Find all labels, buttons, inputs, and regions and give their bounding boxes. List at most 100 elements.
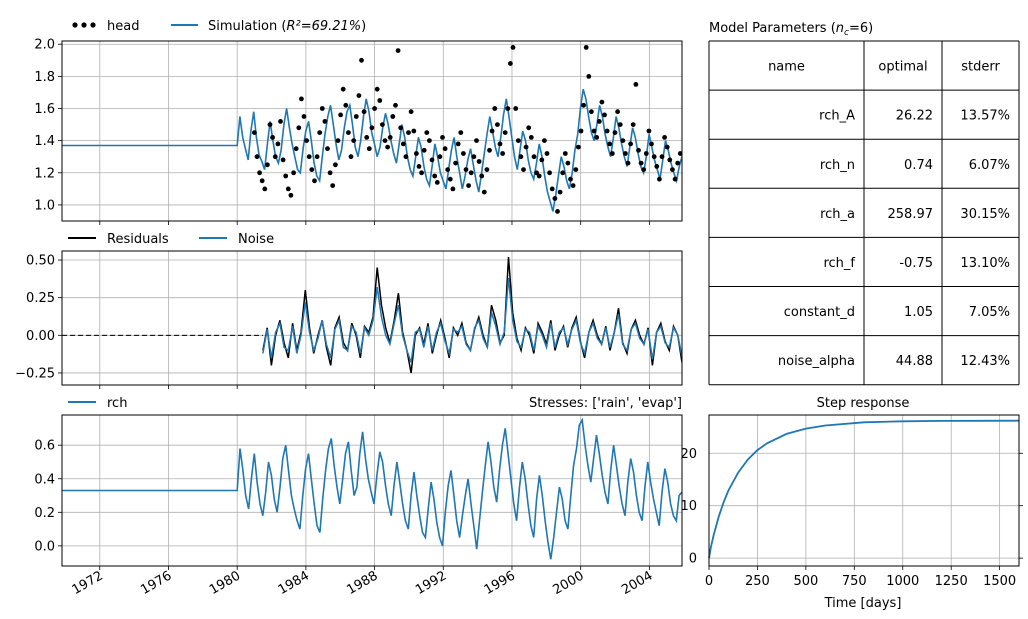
- head-observation-point: [562, 151, 568, 156]
- head-observation-point: [570, 183, 576, 189]
- head-observation-point: [510, 45, 516, 50]
- head-observation-point: [447, 176, 453, 182]
- step-x-tick-label: 0: [705, 574, 713, 589]
- head-observation-point: [489, 128, 495, 134]
- head-legend: head Simulation (R²=69.21%): [72, 19, 366, 34]
- table-cell: 1.05: [904, 305, 933, 320]
- head-observation-point: [528, 135, 534, 140]
- step-y-tick-label: 10: [680, 499, 697, 514]
- head-observation-point: [607, 141, 613, 147]
- head-observation-point: [278, 119, 283, 124]
- table-cell: -0.75: [899, 256, 933, 271]
- table-cell: noise_alpha: [778, 354, 855, 369]
- head-observation-point: [599, 99, 605, 105]
- table-cell: constant_d: [784, 305, 855, 320]
- head-observation-point: [474, 138, 479, 144]
- head-observation-point: [408, 109, 414, 115]
- head-observation-point: [495, 122, 500, 127]
- y-tick-label: −0.25: [15, 366, 55, 381]
- head-observation-point: [312, 178, 317, 184]
- x-tick-label: 2004: [619, 568, 655, 598]
- table-cell: 7.05%: [969, 305, 1010, 320]
- step-response-line: [708, 419, 1020, 559]
- table-cell: 44.88: [896, 354, 933, 369]
- step-y-tick-label: 20: [680, 447, 697, 462]
- x-tick-label: 2000: [551, 568, 587, 598]
- head-observation-point: [296, 125, 302, 131]
- y-tick-label: 1.6: [34, 102, 55, 117]
- head-observation-point: [340, 86, 346, 92]
- step-x-tick-label: 1500: [983, 574, 1016, 589]
- head-observation-point: [568, 176, 573, 182]
- head-observation-point: [359, 57, 364, 63]
- head-observation-point: [275, 141, 281, 147]
- table-cell: 258.97: [888, 207, 934, 222]
- table-cell: 26.22: [896, 109, 933, 124]
- head-observation-point: [387, 135, 393, 140]
- step-x-tick-label: 1250: [935, 574, 968, 589]
- head-observation-point: [327, 170, 333, 176]
- x-tick-label: 1992: [413, 568, 449, 598]
- table-cell: rch_f: [823, 256, 855, 271]
- residuals-ticks: −0.25 0.00 0.25 0.50: [15, 254, 650, 389]
- head-observation-point: [257, 170, 262, 176]
- head-observation-point: [578, 128, 584, 134]
- head-observation-point: [252, 130, 257, 136]
- head-observation-point: [646, 128, 652, 134]
- table-cell: 0.74: [904, 158, 933, 173]
- head-observation-point: [403, 154, 409, 160]
- y-tick-label: 0.2: [34, 506, 55, 521]
- head-observation-point: [353, 114, 359, 119]
- head-observation-point: [440, 135, 445, 140]
- legend-head-label: head: [107, 19, 139, 34]
- legend-noise-label: Noise: [238, 232, 274, 247]
- table-cell: 12.43%: [960, 354, 1010, 369]
- step-y-tick-label: 0: [689, 552, 697, 567]
- head-observation-point: [667, 157, 673, 163]
- head-observation-point: [638, 160, 644, 166]
- y-tick-label: 0.25: [26, 291, 55, 306]
- head-observation-point: [416, 164, 422, 169]
- head-observation-point: [586, 74, 592, 79]
- head-observation-point: [479, 173, 485, 179]
- head-observation-point: [432, 173, 438, 179]
- head-observation-point: [576, 144, 581, 150]
- head-observation-point: [455, 141, 461, 147]
- y-tick-label: 0.50: [26, 254, 55, 269]
- residuals-panel: −0.25 0.00 0.25 0.50 Residuals Noise: [15, 232, 683, 389]
- step-response-panel: Step response 0 250 500 750 1000 1250 1500 0 10 2…: [680, 396, 1023, 611]
- head-observation-point: [609, 151, 615, 156]
- head-observation-point: [374, 86, 380, 92]
- head-observation-point: [314, 154, 320, 160]
- head-observation-point: [549, 186, 555, 192]
- head-observation-point: [594, 135, 600, 140]
- head-observation-point: [424, 130, 430, 136]
- x-tick-label: 1996: [482, 568, 518, 598]
- head-observation-point: [617, 122, 623, 127]
- params-table-cells: name optimal stderr rch_A 26.22 13.57% rch_n 0.…: [708, 40, 1020, 386]
- table-header-stderr: stderr: [961, 60, 1000, 75]
- head-observation-point: [385, 144, 390, 150]
- head-observation-point: [649, 141, 654, 147]
- head-observation-point: [636, 147, 641, 153]
- step-xlabel: Time [days]: [824, 596, 902, 611]
- y-tick-label: 0.4: [34, 472, 55, 487]
- simulation-line: [62, 88, 682, 212]
- head-observation-point: [581, 102, 586, 108]
- stress-panel: 1972 1976 1980 1984 1988 1992 1996 2000 2004 0.0 0…: [34, 396, 683, 598]
- head-observation-point: [523, 144, 529, 150]
- y-tick-label: 0.0: [34, 539, 55, 554]
- head-observation-point: [513, 106, 519, 111]
- head-observation-point: [531, 154, 537, 160]
- x-tick-label: 1984: [276, 568, 312, 598]
- table-header-name: name: [768, 60, 805, 75]
- head-observation-point: [521, 167, 526, 173]
- head-observation-point: [484, 167, 490, 173]
- stress-axes-frame: [61, 414, 683, 567]
- head-observation-point: [555, 209, 560, 214]
- head-grid: [62, 41, 682, 221]
- head-observation-point: [654, 164, 660, 169]
- head-observation-point: [476, 159, 482, 164]
- head-observation-point: [657, 176, 662, 182]
